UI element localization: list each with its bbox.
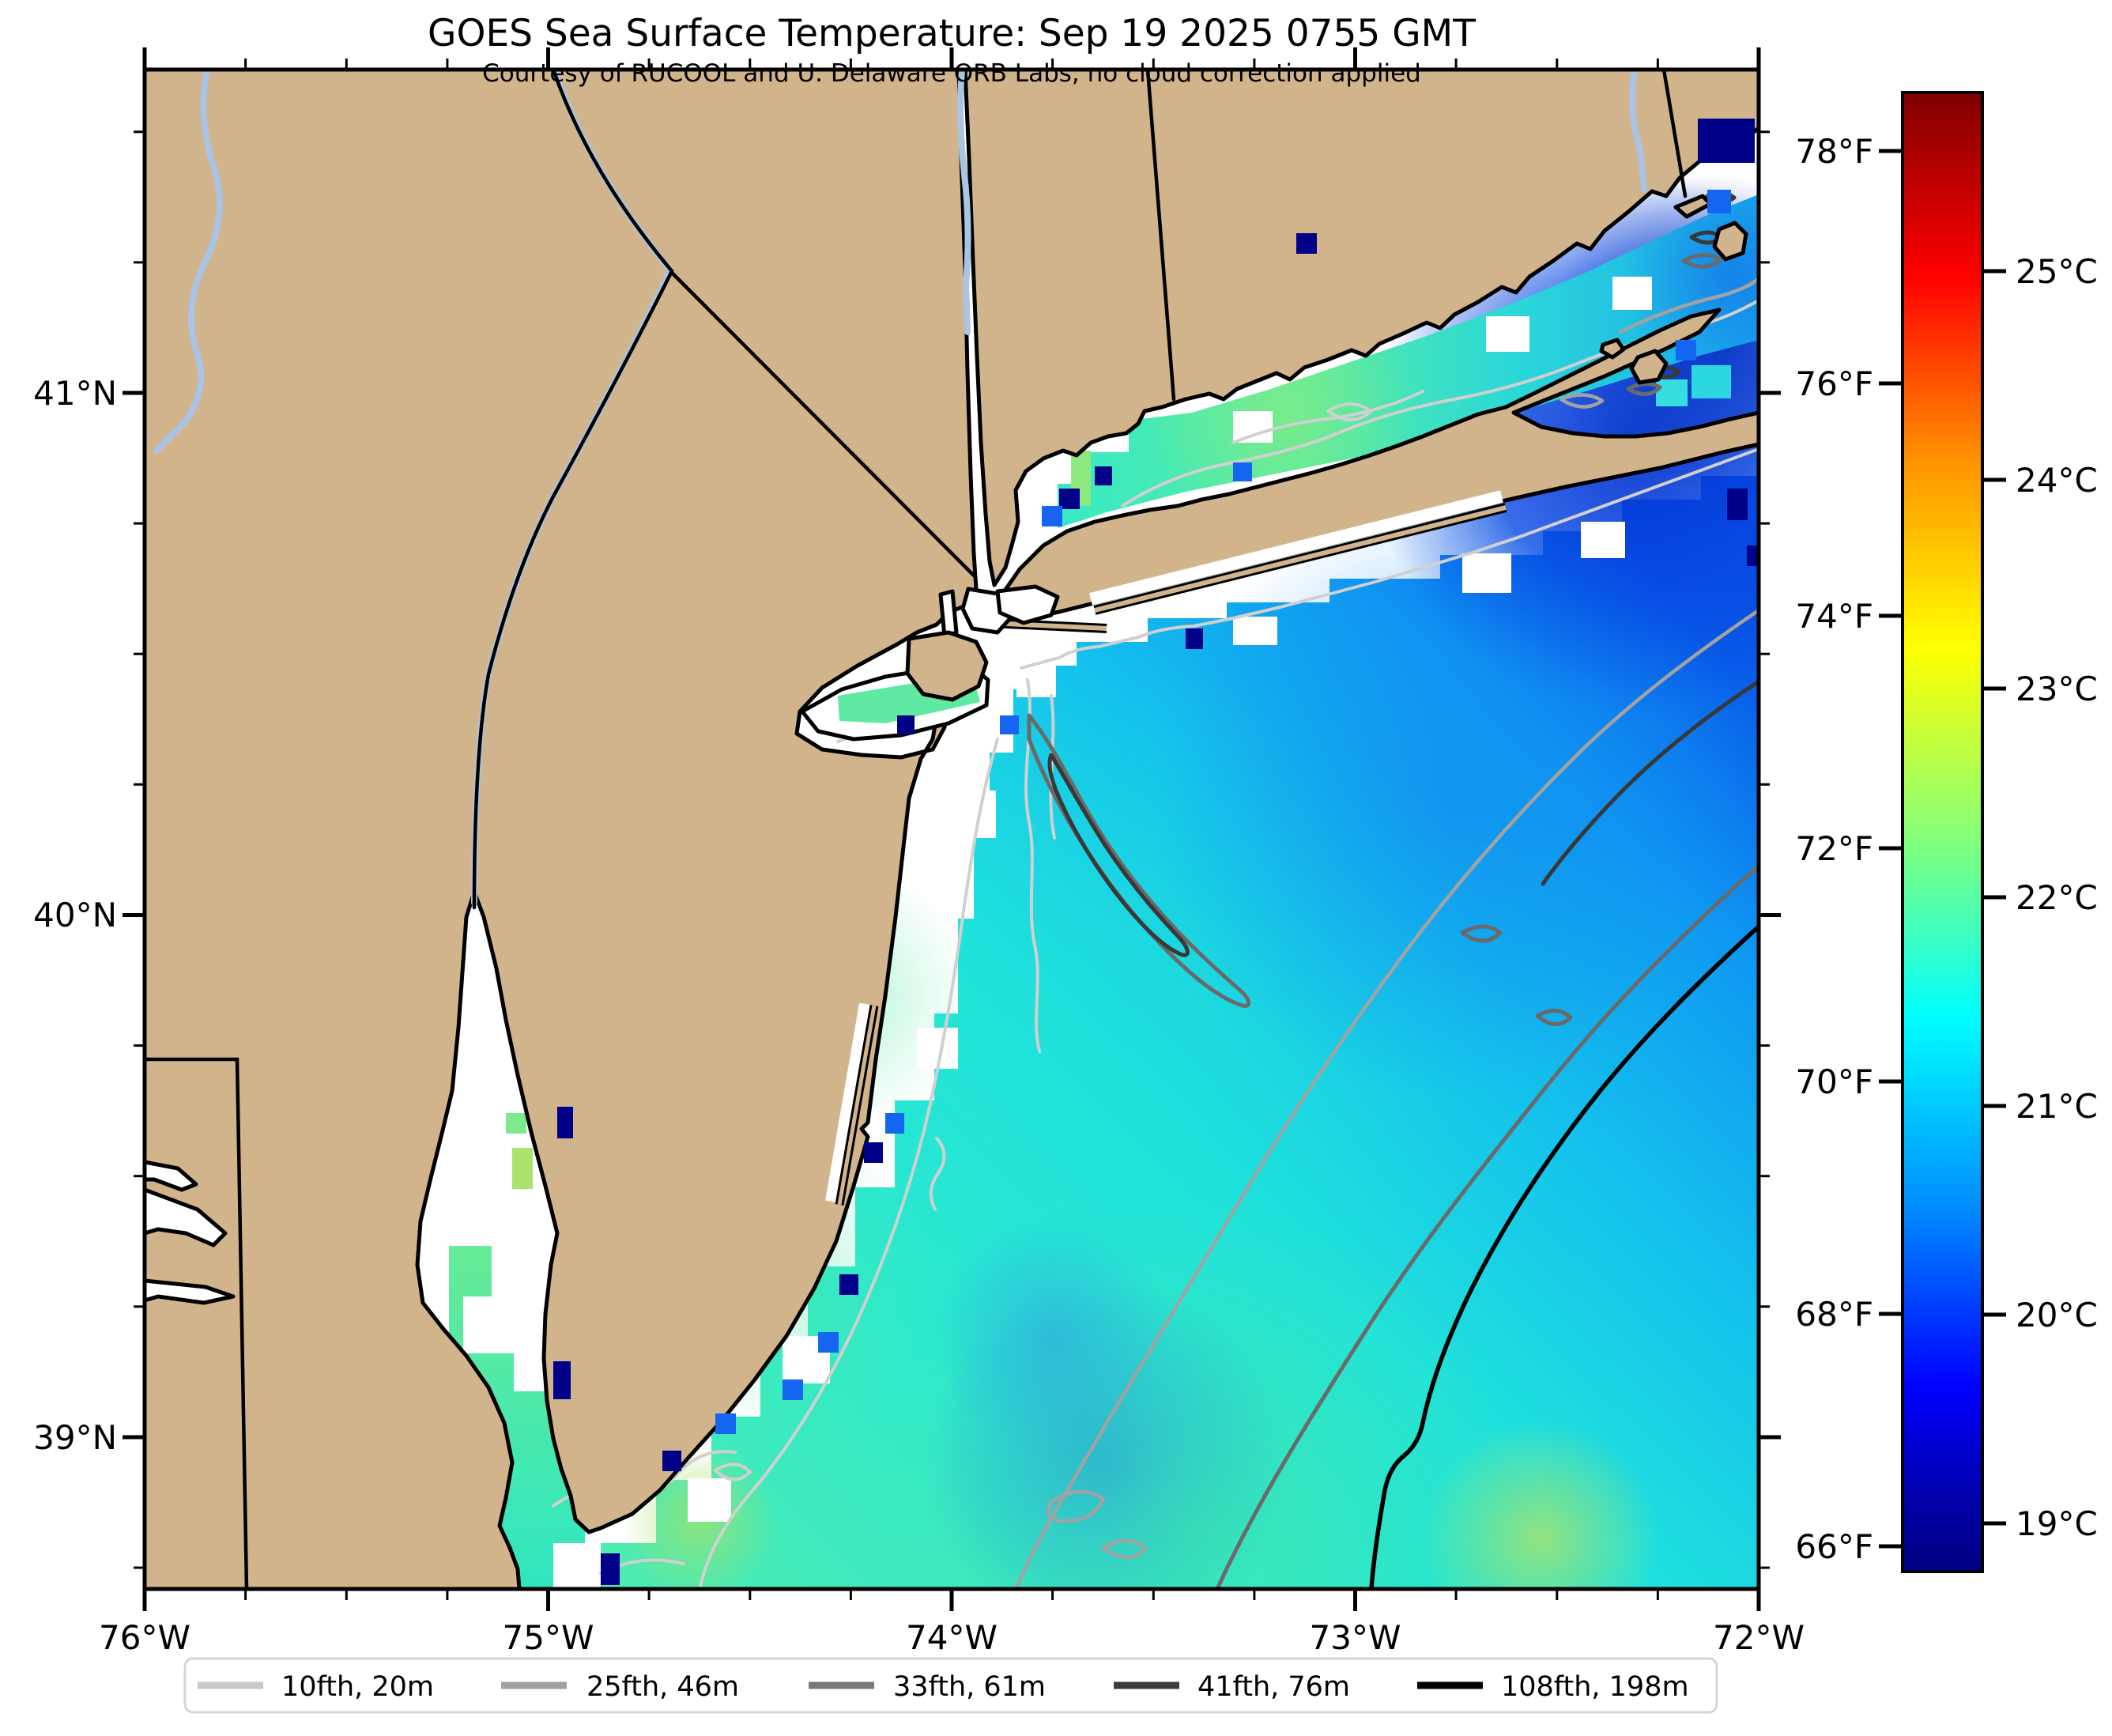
legend-label: 25fth, 46m (586, 1671, 739, 1703)
x-tick-label: 75°W (503, 1618, 594, 1657)
y-tick-label: 41°N (33, 374, 117, 413)
colorbar-c-label: 20°C (2016, 1296, 2098, 1334)
hudson-river-icon (957, 70, 971, 335)
colorbar-f-label: 74°F (1795, 597, 1873, 636)
x-tick-label: 74°W (906, 1618, 998, 1657)
state-borders (145, 70, 1688, 1589)
depth-contour-legend: 10fth, 20m 25fth, 46m 33fth, 61m 41fth, … (183, 1657, 1718, 1714)
colorbar-c-label: 24°C (2016, 461, 2098, 500)
y-axis: 41°N 40°N 39°N (33, 130, 1781, 1569)
border-ny-ct (1145, 70, 1176, 402)
y-tick-label: 40°N (33, 896, 117, 934)
page-subtitle: Courtesy of RUCOOL and U. Delaware ORB L… (482, 59, 1421, 88)
sst-field-ocean (601, 119, 1759, 1589)
y-axis-major-ticks (123, 391, 1781, 1440)
contour-108fth (1369, 924, 1759, 1589)
legend-box (183, 1657, 1718, 1714)
islands-east (1599, 194, 1748, 385)
cold-pixels-blue (715, 190, 1731, 1434)
border-ny-nj (669, 270, 976, 578)
ny-harbor (800, 584, 1060, 742)
legend-label: 108fth, 198m (1501, 1671, 1689, 1703)
border-md-de (145, 1057, 249, 1589)
colorbar-f-label: 76°F (1795, 364, 1873, 403)
colorbar-c-label: 25°C (2016, 252, 2098, 291)
contour-25fth (1013, 276, 1759, 1589)
cold-pixels-navy (553, 119, 1759, 1585)
land-mainland-nj-pa-de (145, 70, 979, 1589)
x-axis-major-ticks (142, 47, 1761, 1611)
colorbar-c-label: 23°C (2016, 670, 2098, 708)
page-title: GOES Sea Surface Temperature: Sep 19 202… (428, 12, 1476, 55)
border-nj-pa-delaware-river (472, 70, 674, 910)
barrier-islands (825, 490, 1507, 1206)
colorbar-f-label: 72°F (1795, 829, 1873, 868)
colorbar-c-label: 19°C (2016, 1504, 2098, 1543)
legend-label: 10fth, 20m (281, 1671, 434, 1703)
colorbar-c-label: 22°C (2016, 878, 2098, 917)
y-axis-minor-ticks (134, 130, 1770, 1569)
land-staten-island (905, 630, 989, 702)
x-axis-minor-ticks (244, 58, 1659, 1600)
colorbar-celsius-ticks (1982, 269, 2006, 1526)
x-axis: 76°W 75°W 74°W 73°W 72°W (99, 47, 1805, 1657)
legend-label: 33fth, 61m (893, 1671, 1046, 1703)
x-tick-label: 72°W (1713, 1618, 1805, 1657)
colorbar-fahrenheit-ticks (1879, 149, 1903, 1549)
legend-label: 41fth, 76m (1197, 1671, 1350, 1703)
land-new-york-connecticut (963, 70, 1759, 587)
x-tick-label: 73°W (1310, 1618, 1401, 1657)
colorbar-gradient-bar (1901, 91, 1984, 1573)
delaware-river-upper-icon (153, 70, 223, 454)
y-tick-label: 39°N (33, 1418, 117, 1457)
colorbar-f-label: 78°F (1795, 132, 1873, 171)
colorbar: 78°F 76°F 74°F 72°F 70°F 68°F 66°F 25°C … (1795, 91, 2098, 1573)
colorbar-f-label: 66°F (1795, 1527, 1873, 1566)
x-tick-label: 76°W (99, 1618, 190, 1657)
colorbar-f-label: 68°F (1795, 1295, 1873, 1334)
no-data-patches (688, 522, 1625, 1522)
border-ct-ri (1661, 70, 1688, 198)
sst-field-li-sound (1058, 194, 1759, 528)
colorbar-c-label: 21°C (2016, 1087, 2098, 1126)
colorbar-f-label: 70°F (1795, 1062, 1873, 1101)
connecticut-river-icon (1629, 70, 1647, 193)
chesapeake-tributaries (145, 1160, 236, 1305)
